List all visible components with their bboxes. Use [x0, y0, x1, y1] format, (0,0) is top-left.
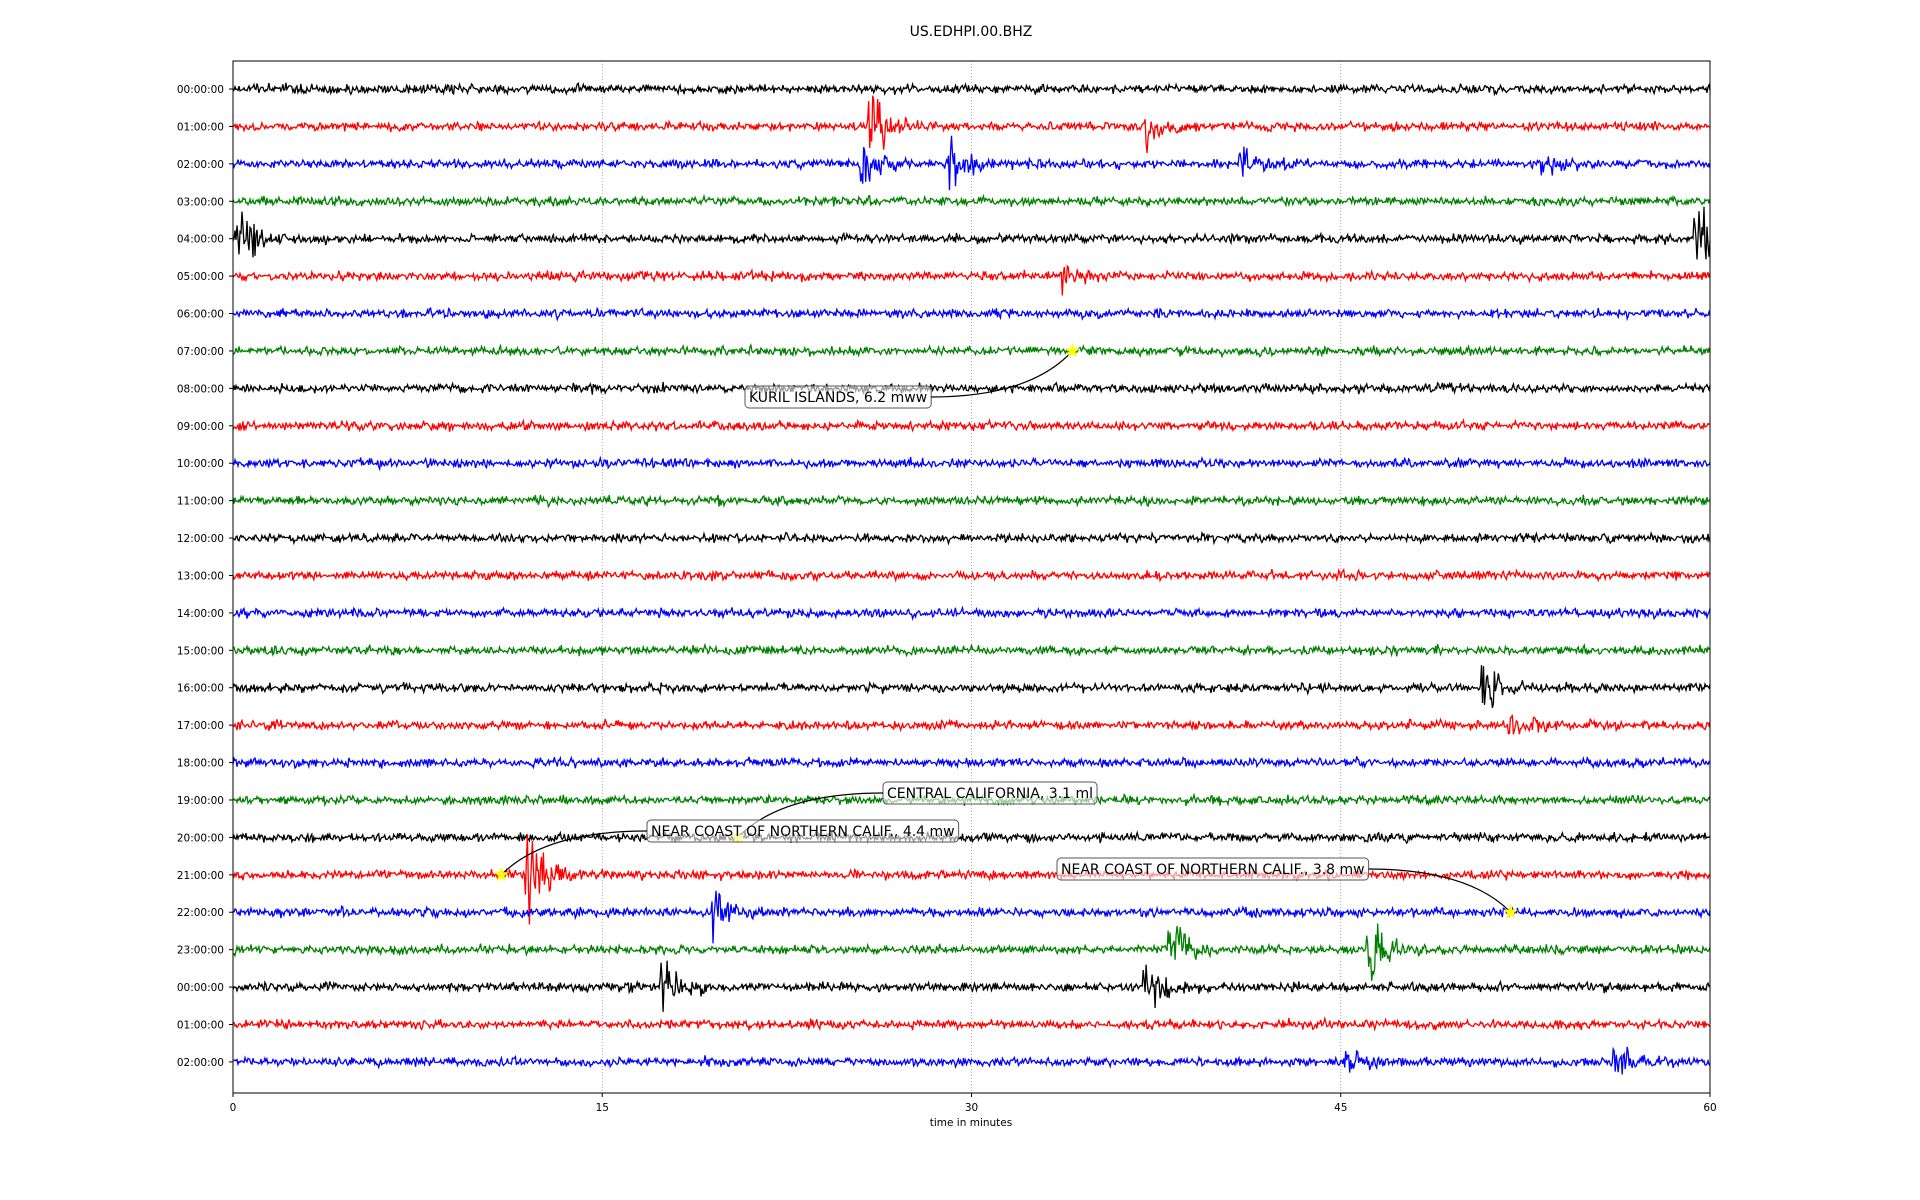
y-tick-label: 10:00:00 [177, 458, 224, 470]
y-tick-label: 03:00:00 [177, 196, 224, 208]
trace-row-3 [232, 193, 1711, 209]
x-tick-label: 45 [1334, 1102, 1347, 1114]
y-tick-label: 05:00:00 [177, 271, 224, 283]
y-tick-label: 00:00:00 [177, 84, 224, 96]
y-tick-label: 18:00:00 [177, 758, 224, 770]
y-tick-label: 01:00:00 [177, 121, 224, 133]
trace-row-12 [232, 530, 1711, 546]
x-tick-label: 0 [230, 1102, 237, 1114]
chart-title: US.EDHPI.00.BHZ [910, 24, 1033, 40]
x-tick-label: 30 [965, 1102, 978, 1114]
y-tick-label: 17:00:00 [177, 720, 224, 732]
star-marker-icon [1064, 342, 1080, 358]
trace-row-4 [232, 206, 1711, 260]
trace-row-15 [233, 642, 1711, 658]
y-tick-label: 22:00:00 [177, 907, 224, 919]
y-tick-label: 00:00:00 [177, 982, 224, 994]
traces [232, 81, 1711, 1075]
trace-row-24 [232, 960, 1711, 1012]
trace-row-0 [232, 81, 1711, 97]
event-annotation: NEAR COAST OF NORTHERN CALIF., 4.4 mw [493, 819, 960, 882]
trace-row-16 [232, 665, 1711, 709]
x-tick-label: 15 [596, 1102, 609, 1114]
trace-row-23 [232, 923, 1711, 981]
y-tick-label: 13:00:00 [177, 570, 224, 582]
y-tick-label: 08:00:00 [177, 383, 224, 395]
trace-row-18 [232, 755, 1711, 770]
y-tick-label: 20:00:00 [177, 832, 224, 844]
trace-row-13 [232, 567, 1711, 583]
y-tick-label: 19:00:00 [177, 795, 224, 807]
y-tick-labels: 00:00:00 01:00:00 02:00:00 03:00:00 04:00:00… [177, 84, 233, 1069]
y-tick-label: 01:00:00 [177, 1020, 224, 1032]
annotation-label: NEAR COAST OF NORTHERN CALIF., 4.4 mw [651, 824, 955, 840]
y-tick-label: 09:00:00 [177, 421, 224, 433]
trace-row-1 [232, 95, 1711, 154]
trace-row-26 [233, 1046, 1711, 1075]
y-tick-label: 16:00:00 [177, 683, 224, 695]
x-tick-labels: 0 15 30 45 60 [230, 1093, 1717, 1114]
annotations: KURIL ISLANDS, 6.2 mww CENTRAL CALIFORNIA… [493, 342, 1519, 919]
x-tick-label: 60 [1703, 1102, 1716, 1114]
trace-row-5 [232, 264, 1711, 296]
y-tick-label: 07:00:00 [177, 346, 224, 358]
y-tick-label: 11:00:00 [177, 496, 224, 508]
x-axis-label: time in minutes [930, 1117, 1012, 1129]
trace-row-10 [232, 455, 1711, 472]
y-tick-label: 14:00:00 [177, 608, 224, 620]
event-annotation: NEAR COAST OF NORTHERN CALIF., 3.8 mw [1056, 857, 1519, 919]
annotation-label: KURIL ISLANDS, 6.2 mww [749, 390, 927, 406]
star-marker-icon [493, 866, 509, 882]
annotation-arrow [931, 350, 1073, 398]
annotation-label: NEAR COAST OF NORTHERN CALIF., 3.8 mw [1061, 862, 1365, 878]
trace-row-14 [232, 605, 1711, 622]
event-annotation: CENTRAL CALIFORNIA, 3.1 ml [730, 781, 1098, 844]
trace-row-2 [232, 135, 1711, 191]
trace-row-7 [232, 343, 1711, 359]
y-tick-label: 02:00:00 [177, 159, 224, 171]
y-tick-label: 15:00:00 [177, 645, 224, 657]
trace-row-22 [232, 890, 1711, 944]
y-tick-label: 06:00:00 [177, 309, 224, 321]
annotation-label: CENTRAL CALIFORNIA, 3.1 ml [887, 786, 1093, 802]
y-tick-label: 23:00:00 [177, 945, 224, 957]
annotation-arrow [500, 830, 648, 876]
trace-row-8 [232, 381, 1711, 396]
trace-row-17 [232, 714, 1711, 735]
event-annotation: KURIL ISLANDS, 6.2 mww [744, 342, 1080, 409]
trace-row-25 [232, 1015, 1711, 1032]
annotation-arrow [1368, 868, 1512, 913]
trace-row-11 [232, 493, 1711, 509]
trace-row-21 [232, 834, 1711, 925]
y-tick-label: 04:00:00 [177, 234, 224, 246]
trace-row-6 [232, 306, 1711, 322]
trace-row-20 [232, 829, 1711, 845]
y-tick-label: 21:00:00 [177, 870, 224, 882]
y-tick-label: 02:00:00 [177, 1057, 224, 1069]
star-marker-icon [1503, 904, 1519, 919]
trace-row-9 [232, 417, 1711, 433]
plot-frame [232, 60, 1711, 1094]
y-tick-label: 12:00:00 [177, 533, 224, 545]
